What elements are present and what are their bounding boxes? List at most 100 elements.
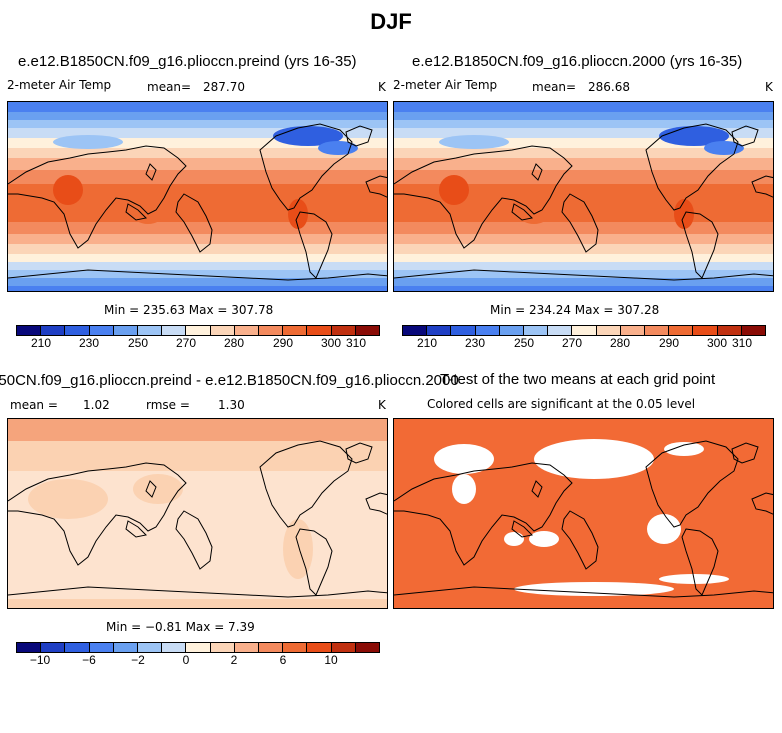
units-label-2000: K [765, 80, 773, 94]
colorbar-swatch-0 [17, 643, 42, 652]
temp-band-16 [8, 286, 387, 291]
coastline-1 [561, 193, 599, 253]
coastline-6 [394, 586, 773, 598]
colorbar-tick-label: 270 [561, 336, 583, 350]
coastline-4 [345, 125, 373, 147]
coastline-4 [731, 442, 759, 464]
colorbar-swatch-4 [499, 326, 525, 335]
units-label-diff: K [378, 398, 386, 412]
coastline-0 [8, 145, 187, 249]
colorbar-tick-label: 0 [182, 653, 190, 667]
ttest-insignificant-7 [514, 582, 674, 596]
ttest-insignificant-0 [434, 444, 494, 474]
ttest-insignificant-3 [664, 442, 704, 456]
colorbar-tick-label: 210 [416, 336, 438, 350]
coastline-7 [125, 203, 148, 221]
coastline-2 [259, 123, 353, 211]
colorbar-tick-label: −6 [82, 653, 96, 667]
colorbar-swatch-8 [210, 643, 235, 652]
colorbar-swatch-14 [741, 326, 766, 335]
ttest-insignificant-2 [534, 439, 654, 479]
colorbar-swatch-0 [403, 326, 428, 335]
colorbar-tick-label: 6 [279, 653, 287, 667]
coastline-0 [8, 462, 187, 566]
colorbar-swatch-1 [427, 326, 452, 335]
coastline-3 [295, 528, 333, 596]
colorbar-swatch-6 [162, 326, 187, 335]
map-diff [7, 418, 388, 609]
coastline-5 [751, 175, 773, 198]
coastline-7 [125, 520, 148, 538]
min-max-diff: Min = −0.81 Max = 7.39 [106, 620, 255, 634]
colorbar-swatch-2 [65, 326, 90, 335]
colorbar-tick-label: 280 [223, 336, 245, 350]
diff-land-patch-0 [28, 479, 108, 519]
coastline-2 [259, 440, 353, 528]
colorbar-tick-label: 300 [706, 336, 728, 350]
temp-band-7 [8, 170, 387, 184]
temp-band-5 [394, 148, 773, 158]
colorbar-swatch-7 [186, 643, 211, 652]
temp-band-12 [394, 254, 773, 262]
temp-band-15 [394, 278, 773, 286]
map-preind [7, 101, 388, 292]
colorbar-swatch-4 [113, 326, 139, 335]
ttest-insignificant-1 [452, 474, 476, 504]
coastline-3 [681, 211, 719, 279]
colorbar-swatch-7 [572, 326, 597, 335]
coastline-8 [145, 480, 157, 498]
variable-label-2000: 2-meter Air Temp [393, 78, 498, 92]
coastline-7 [511, 203, 534, 221]
colorbar-swatch-4 [113, 643, 139, 652]
temp-band-3 [8, 128, 387, 138]
colorbar-swatch-13 [331, 326, 356, 335]
panel-subtitle-ttest: Colored cells are significant at the 0.0… [427, 397, 696, 411]
colorbar-swatch-11 [283, 326, 308, 335]
temp-band-0 [8, 102, 387, 112]
temp-band-10 [394, 234, 773, 244]
min-max-2000: Min = 234.24 Max = 307.28 [490, 303, 660, 317]
colorbar-tick-label: 210 [30, 336, 52, 350]
variable-label-preind: 2-meter Air Temp [7, 78, 112, 92]
colorbar-swatch-3 [475, 326, 500, 335]
colorbar-swatch-2 [451, 326, 476, 335]
diff-north-band [8, 441, 387, 471]
colorbar-tick-label: 300 [320, 336, 342, 350]
coastline-5 [365, 492, 387, 515]
colorbar-swatch-9 [234, 326, 260, 335]
coastline-2 [645, 123, 739, 211]
temp-band-1 [8, 112, 387, 120]
coastline-1 [175, 193, 213, 253]
temp-land-patch-1 [674, 199, 694, 229]
temp-land-patch-1 [288, 199, 308, 229]
mean-label-2000: mean= [532, 80, 577, 94]
diff-arctic-band [8, 419, 387, 441]
panel-title-2000: e.e12.B1850CN.f09_g16.plioccn.2000 (yrs … [412, 53, 743, 70]
colorbar-tick-label: 230 [78, 336, 100, 350]
panel-title-preind: e.e12.B1850CN.f09_g16.plioccn.preind (yr… [18, 53, 357, 70]
units-label-preind: K [378, 80, 386, 94]
mean-label-preind: mean= [147, 80, 192, 94]
ttest-insignificant-6 [504, 532, 524, 546]
colorbar-tick-label: 270 [175, 336, 197, 350]
temp-band-16 [394, 286, 773, 291]
coastline-2 [645, 440, 739, 528]
colorbar-tick-label: 2 [230, 653, 238, 667]
colorbar-swatch-10 [259, 326, 284, 335]
temp-band-0 [394, 102, 773, 112]
coastline-1 [175, 510, 213, 570]
colorbar-swatch-9 [620, 326, 646, 335]
temp-band-13 [8, 262, 387, 270]
mean-value-preind: 287.70 [203, 80, 245, 94]
colorbar-swatch-3 [89, 643, 114, 652]
colorbar-swatch-14 [355, 326, 380, 335]
colorbar-swatch-13 [331, 643, 356, 652]
temp-band-14 [394, 270, 773, 278]
temp-band-2 [8, 120, 387, 128]
coastline-3 [295, 211, 333, 279]
temp-band-11 [8, 244, 387, 254]
colorbar-swatch-6 [162, 643, 187, 652]
temp-band-12 [8, 254, 387, 262]
temp-band-2 [394, 120, 773, 128]
mean-value-2000: 286.68 [588, 80, 630, 94]
